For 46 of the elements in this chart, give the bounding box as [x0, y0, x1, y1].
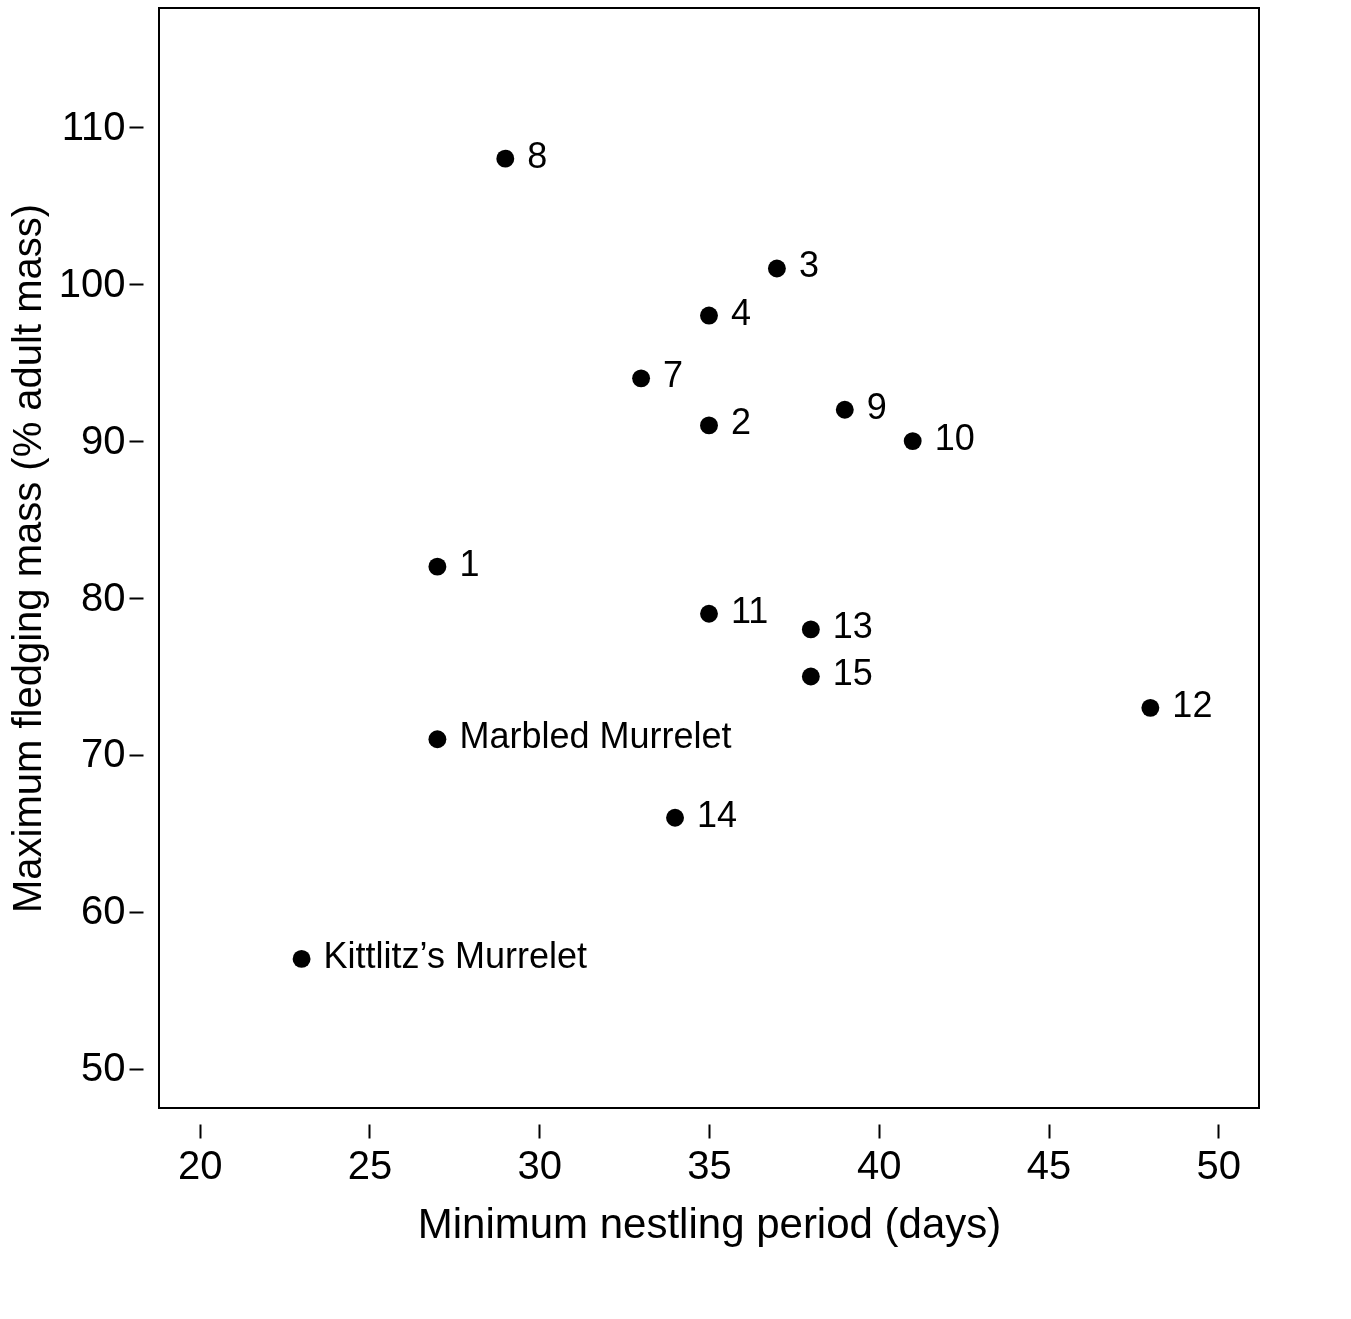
- annotation: 7: [663, 354, 684, 396]
- x-axis-title: Minimum nestling period (days): [417, 1199, 1002, 1247]
- point: [1141, 698, 1160, 717]
- point: [666, 808, 684, 827]
- point: [767, 259, 786, 278]
- x-tick-label: 50: [1196, 1142, 1242, 1187]
- annotation: 13: [832, 605, 873, 647]
- annotation: 14: [697, 793, 738, 835]
- y-tick-label: 50: [81, 1045, 126, 1090]
- annotation: 2: [731, 401, 752, 443]
- y-tick-label: 110: [61, 103, 126, 148]
- point: [496, 149, 515, 168]
- annotation: 12: [1172, 683, 1213, 725]
- annotation: Kittlitz’s Murrelet: [323, 934, 587, 976]
- annotation: 9: [866, 385, 887, 427]
- annotation: 1: [459, 542, 480, 584]
- x-tick-label: 35: [687, 1142, 732, 1187]
- y-tick-label: 70: [81, 731, 126, 776]
- point: [632, 369, 651, 388]
- point: [700, 306, 718, 325]
- annotation: 15: [832, 652, 873, 694]
- point: [700, 416, 718, 435]
- point: [700, 604, 718, 623]
- point: [903, 432, 922, 451]
- x-tick-label: 45: [1026, 1142, 1072, 1187]
- annotation: 4: [731, 291, 752, 333]
- x-tick-label: 25: [347, 1142, 393, 1187]
- annotation: 10: [934, 417, 975, 459]
- annotation: 11: [731, 589, 769, 631]
- annotation: 3: [798, 244, 819, 286]
- point: [801, 620, 820, 639]
- point: [801, 667, 820, 686]
- annotation: Marbled Murrelet: [459, 715, 732, 757]
- x-tick-label: 20: [177, 1142, 223, 1187]
- annotation: 8: [527, 134, 548, 176]
- y-tick-label: 80: [81, 574, 126, 619]
- y-tick-label: 60: [81, 888, 126, 933]
- point: [428, 557, 447, 576]
- x-tick-label: 40: [857, 1142, 902, 1187]
- point: [835, 400, 854, 419]
- x-tick-label: 30: [517, 1142, 562, 1187]
- point: [292, 950, 311, 968]
- y-axis-title: Maximum fledging mass (% adult mass): [4, 203, 49, 914]
- point: [428, 730, 447, 749]
- y-tick-label: 100: [58, 260, 126, 305]
- y-tick-label: 90: [81, 417, 126, 462]
